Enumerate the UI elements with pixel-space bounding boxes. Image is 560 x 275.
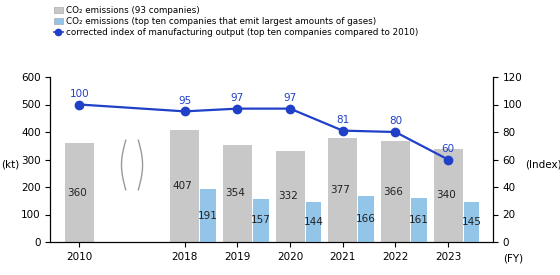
Bar (306, 202, 321, 242)
Bar (200, 189, 216, 242)
Text: (FY): (FY) (503, 254, 524, 263)
Text: 100: 100 (69, 89, 89, 99)
Text: 366: 366 (384, 187, 403, 197)
Y-axis label: (Index): (Index) (525, 160, 560, 169)
Text: 60: 60 (441, 144, 455, 154)
Text: 166: 166 (356, 214, 376, 224)
Text: 95: 95 (178, 96, 192, 106)
Text: 360: 360 (67, 188, 87, 197)
Text: 161: 161 (409, 215, 429, 225)
Text: 157: 157 (251, 215, 270, 226)
Text: 144: 144 (304, 217, 324, 227)
Text: 377: 377 (330, 185, 351, 195)
Text: 340: 340 (436, 190, 456, 200)
Text: 80: 80 (389, 117, 402, 126)
Text: 81: 81 (336, 115, 349, 125)
Text: 191: 191 (198, 211, 218, 221)
Text: 97: 97 (283, 93, 297, 103)
Bar (253, 199, 269, 242)
Bar (381, 141, 410, 242)
Bar (411, 198, 427, 242)
Bar (65, 143, 94, 242)
Text: 354: 354 (225, 188, 245, 198)
Bar (170, 130, 199, 242)
Legend: CO₂ emissions (93 companies), CO₂ emissions (top ten companies that emit largest: CO₂ emissions (93 companies), CO₂ emissi… (50, 2, 422, 40)
Bar (223, 145, 252, 242)
Bar (358, 196, 374, 242)
Bar (328, 138, 357, 242)
Bar (464, 202, 479, 242)
Text: 407: 407 (172, 181, 193, 191)
Text: 97: 97 (231, 93, 244, 103)
Text: 145: 145 (461, 217, 482, 227)
Text: 332: 332 (278, 191, 298, 201)
Bar (276, 151, 305, 242)
Bar (433, 148, 463, 242)
Y-axis label: (kt): (kt) (2, 160, 20, 169)
